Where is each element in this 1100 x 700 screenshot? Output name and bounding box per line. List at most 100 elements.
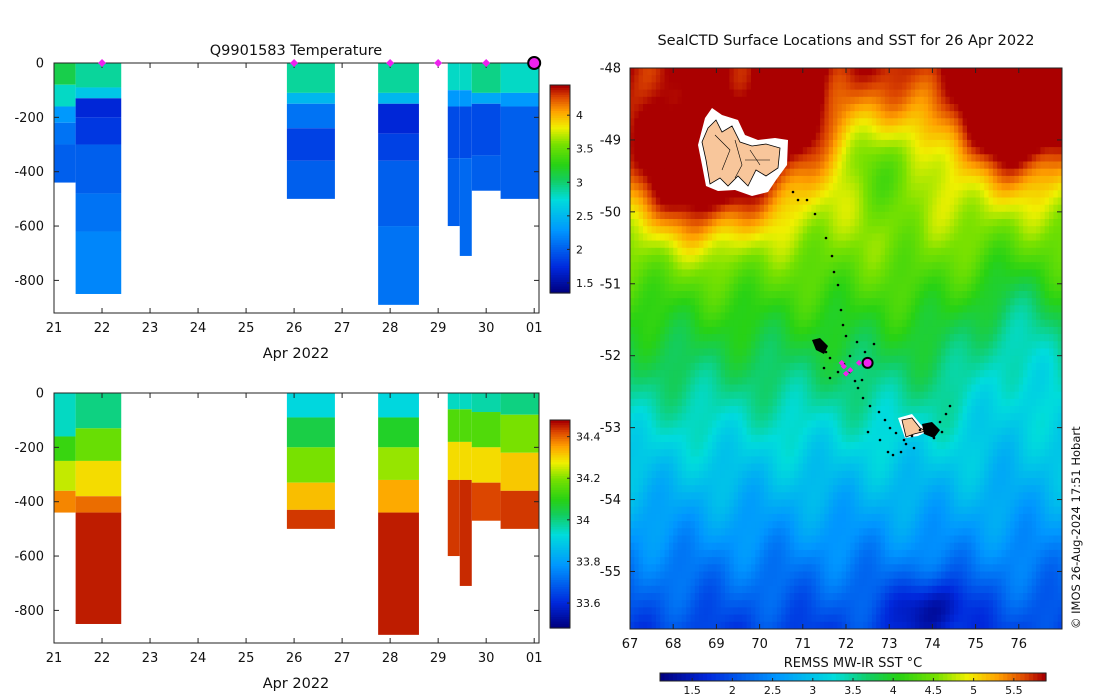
sst-cell: [984, 384, 989, 393]
sst-cell: [915, 68, 920, 76]
sst-cell: [1001, 211, 1007, 220]
sst-cell: [1062, 212, 1067, 220]
sst-cell: [694, 334, 700, 342]
sst-cell: [1027, 211, 1033, 220]
sst-cell: [1062, 327, 1067, 335]
sst-cell: [945, 154, 951, 162]
sst-cell: [941, 319, 946, 328]
sst-cell: [846, 326, 851, 335]
sst-cell: [690, 247, 696, 256]
sst-cell: [686, 247, 691, 256]
sst-cell: [677, 111, 683, 119]
sst-cell: [1057, 68, 1062, 76]
sst-cell: [759, 355, 765, 364]
sst-cell: [703, 312, 709, 321]
sst-cell: [936, 326, 942, 335]
sst-cell: [703, 319, 709, 328]
sst-cell: [824, 190, 830, 198]
sst-cell: [975, 233, 981, 242]
sst-cell: [729, 197, 735, 206]
sst-cell: [1031, 96, 1037, 105]
sst-cell: [984, 204, 989, 213]
colorbar-step: [550, 260, 570, 264]
sst-cell: [686, 147, 691, 155]
colorbar-step: [550, 584, 570, 587]
profile-3-layer-4: [378, 512, 419, 635]
sst-cell: [1036, 183, 1041, 191]
colorbar-step: [550, 607, 570, 611]
sst-cell: [1040, 233, 1046, 242]
sst-cell: [763, 291, 769, 299]
sst-cell: [789, 370, 795, 378]
sst-cell: [837, 255, 843, 263]
sst-cell: [751, 312, 756, 321]
sst-cell: [841, 226, 847, 234]
y-tick-label: -600: [14, 220, 44, 235]
sst-cell: [880, 89, 886, 98]
sst-cell: [945, 175, 951, 184]
sst-cell: [660, 348, 665, 357]
sst-cell: [781, 255, 786, 263]
sst-cell: [712, 305, 717, 313]
sst-cell: [880, 183, 886, 191]
sst-cell: [1062, 104, 1067, 112]
sst-cell: [725, 348, 730, 357]
colorbar-step: [550, 281, 570, 285]
sst-cell: [820, 262, 825, 270]
sst-cell: [850, 161, 856, 170]
sst-cell: [846, 262, 851, 270]
sst-cell: [962, 283, 968, 292]
sst-cell: [945, 370, 951, 378]
sst-cell: [742, 384, 748, 393]
sst-cell: [867, 247, 873, 256]
sst-cell: [664, 147, 670, 155]
sst-cell: [828, 104, 834, 112]
sst-cell: [915, 82, 920, 91]
sst-cell: [867, 211, 873, 220]
sst-cell: [703, 190, 709, 198]
sst-cell: [876, 125, 881, 134]
sst-cell: [841, 118, 847, 126]
sst-cell: [1031, 334, 1037, 342]
sst-cell: [643, 298, 648, 306]
sst-cell: [655, 104, 661, 112]
sst-cell: [794, 226, 799, 234]
sst-cell: [759, 283, 765, 292]
sst-cell: [910, 348, 916, 357]
sst-cell: [634, 147, 640, 155]
sst-cell: [798, 370, 804, 378]
sst-cell: [880, 104, 886, 112]
sst-cell: [664, 75, 670, 83]
sst-cell: [815, 190, 821, 198]
x-tick-label: 25: [238, 651, 255, 666]
sst-cell: [664, 370, 670, 378]
sst-cell: [1018, 240, 1024, 249]
sst-cell: [1014, 283, 1020, 292]
sst-cell: [1040, 96, 1046, 105]
sst-cell: [936, 262, 942, 270]
sst-cell: [876, 319, 881, 328]
sst-cell: [936, 89, 942, 98]
sst-cell: [638, 96, 644, 105]
sst-cell: [798, 147, 804, 155]
sst-cell: [919, 190, 925, 198]
sst-cell: [1023, 291, 1028, 299]
sst-cell: [776, 384, 782, 393]
sst-cell: [1044, 362, 1050, 371]
sst-cell: [859, 319, 864, 328]
sst-cell: [755, 247, 761, 256]
sst-cell: [928, 96, 933, 105]
sst-cell: [889, 255, 894, 263]
sst-cell: [975, 68, 981, 76]
sst-cell: [919, 312, 925, 321]
sst-cell: [694, 326, 700, 335]
sst-cell: [992, 161, 998, 170]
sst-cell: [651, 276, 657, 285]
sst-cell: [897, 240, 903, 249]
sst-cell: [992, 183, 998, 191]
sst-cell: [677, 247, 683, 256]
sst-cell: [837, 384, 843, 393]
sst-cell: [751, 118, 756, 126]
sst-cell: [906, 111, 912, 119]
sst-cell: [716, 391, 722, 400]
